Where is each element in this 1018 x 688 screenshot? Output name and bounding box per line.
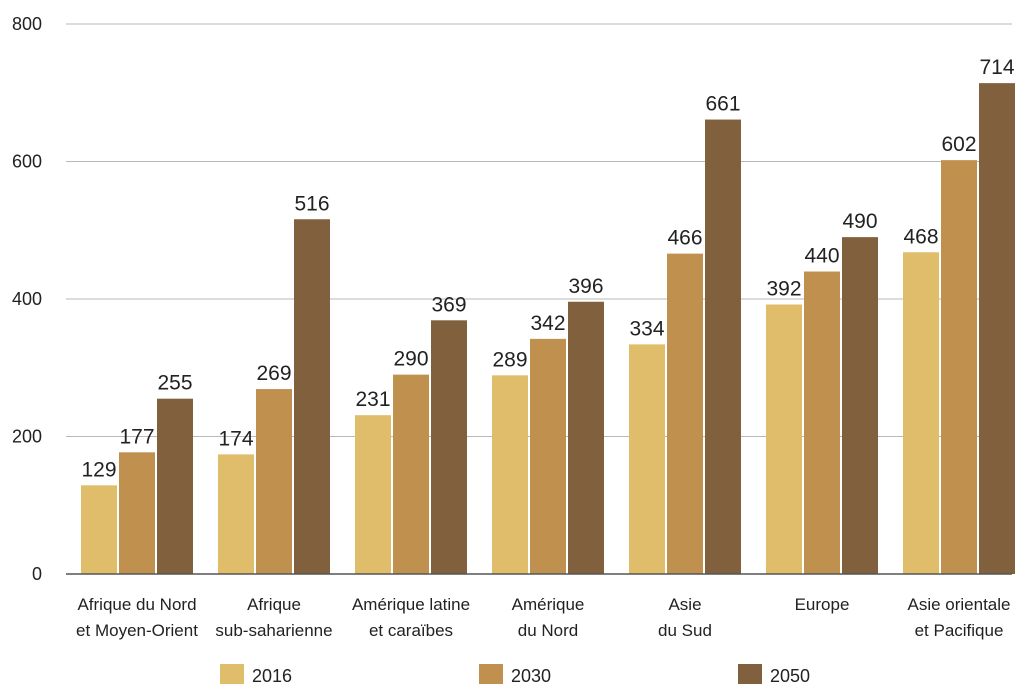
- data-label: 392: [766, 278, 801, 301]
- y-tick-label: 0: [32, 564, 42, 584]
- bar-2030: [941, 160, 977, 574]
- bar-2016: [766, 304, 802, 574]
- bar-2030: [393, 374, 429, 574]
- data-label: 174: [218, 427, 253, 450]
- data-label: 602: [941, 133, 976, 156]
- bar-2016: [355, 415, 391, 574]
- x-tick-label: Europe: [795, 595, 850, 614]
- bar-2030: [119, 452, 155, 574]
- legend-label-2030: 2030: [511, 666, 551, 686]
- bar-2016: [492, 375, 528, 574]
- bar-2050: [979, 83, 1015, 574]
- bar-2016: [81, 485, 117, 574]
- x-tick-label: Afrique du Nord et Moyen-Orient: [76, 595, 198, 640]
- y-tick-label: 400: [12, 289, 42, 309]
- bar-2030: [667, 253, 703, 574]
- x-tick-label: Amérique du Nord: [512, 595, 585, 640]
- y-tick-label: 200: [12, 427, 42, 447]
- data-label: 369: [431, 293, 466, 316]
- data-label: 255: [157, 372, 192, 395]
- data-label: 342: [530, 312, 565, 335]
- bar-2050: [705, 119, 741, 574]
- legend-swatch-2016: [220, 664, 244, 684]
- x-tick-label: Asie orientale et Pacifique: [907, 595, 1010, 640]
- y-tick-label: 600: [12, 152, 42, 172]
- data-label: 440: [804, 245, 839, 268]
- bar-2050: [157, 398, 193, 574]
- data-label: 714: [979, 56, 1014, 79]
- data-label: 129: [81, 458, 116, 481]
- x-tick-label: Amérique latine et caraïbes: [352, 595, 470, 640]
- bar-2050: [431, 320, 467, 574]
- data-label: 269: [256, 362, 291, 385]
- bar-2030: [256, 389, 292, 574]
- data-label: 396: [568, 275, 603, 298]
- x-tick-label: Asie du Sud: [658, 595, 712, 640]
- bar-2030: [530, 338, 566, 574]
- bar-2016: [218, 454, 254, 574]
- legend-label-2016: 2016: [252, 666, 292, 686]
- bar-2016: [903, 252, 939, 574]
- data-label: 231: [355, 388, 390, 411]
- data-label: 466: [667, 227, 702, 250]
- x-tick-label: Afrique sub-saharienne: [215, 595, 332, 640]
- data-label: 290: [393, 348, 428, 371]
- legend-swatch-2030: [479, 664, 503, 684]
- legend-label-2050: 2050: [770, 666, 810, 686]
- bar-2016: [629, 344, 665, 574]
- data-label: 490: [842, 210, 877, 233]
- data-label: 661: [705, 93, 740, 116]
- data-label: 334: [629, 317, 664, 340]
- bar-2050: [294, 219, 330, 574]
- data-label: 468: [903, 225, 938, 248]
- bar-2050: [568, 301, 604, 574]
- data-label: 516: [294, 192, 329, 215]
- bar-2050: [842, 237, 878, 574]
- data-label: 177: [119, 425, 154, 448]
- bar-2030: [804, 271, 840, 574]
- data-label: 289: [492, 348, 527, 371]
- legend-swatch-2050: [738, 664, 762, 684]
- y-tick-label: 800: [12, 14, 42, 34]
